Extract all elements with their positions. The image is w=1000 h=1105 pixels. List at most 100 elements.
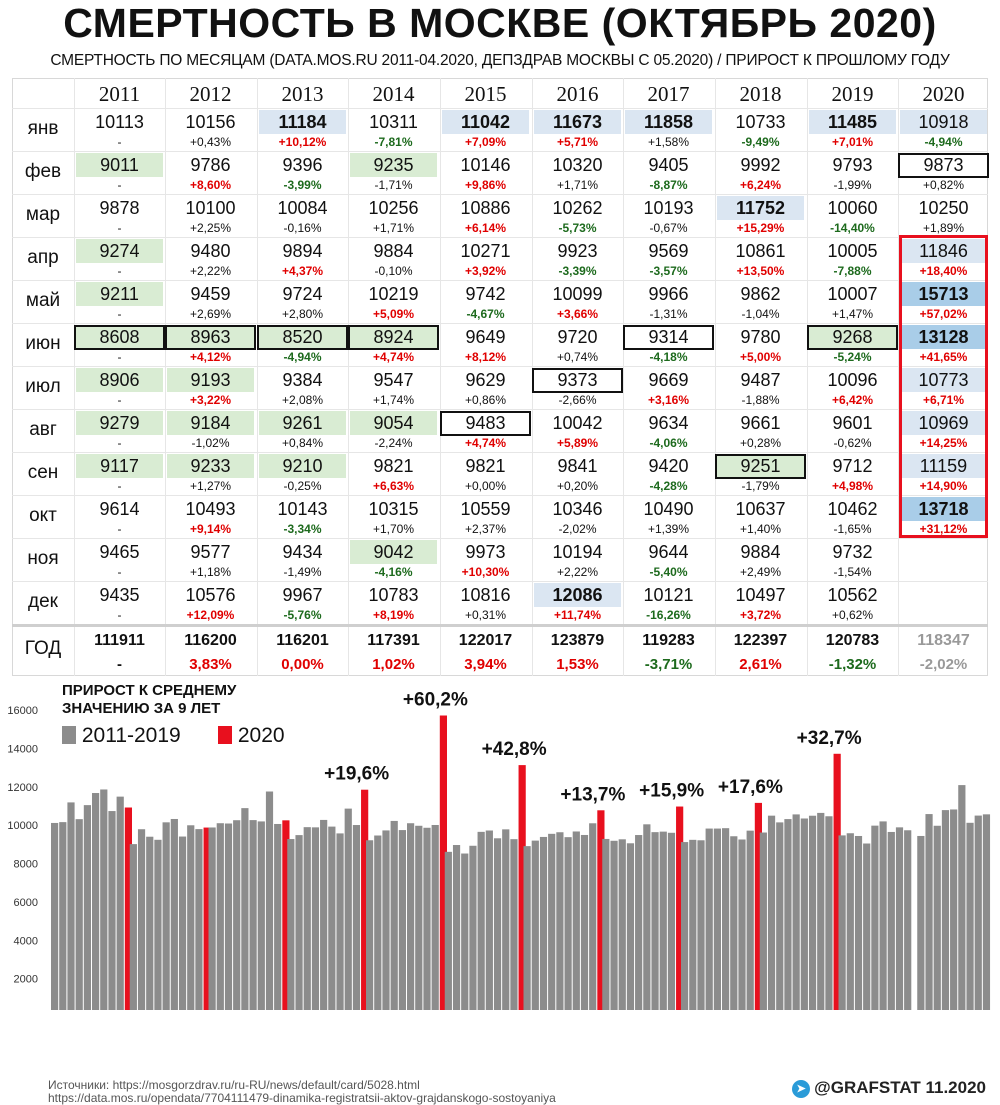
monthly-bar-chart: 2000 4000 6000 8000 10000 12000 14000 16000 +19,… xyxy=(7,690,991,1010)
table-cell-value: 10816 xyxy=(460,585,511,605)
table-cell-change: +18,40% xyxy=(919,264,968,278)
month-label: мар xyxy=(25,204,61,225)
year-change: 3,83% xyxy=(189,656,232,673)
table-cell-value: 9601 xyxy=(832,413,873,433)
month-label: июн xyxy=(25,333,61,354)
table-cell-change: +8,19% xyxy=(372,608,415,622)
table-cell-value: 9487 xyxy=(740,370,781,390)
month-label: окт xyxy=(29,505,57,526)
bar-2018 xyxy=(738,839,746,1010)
table-cell-value: 9465 xyxy=(99,542,140,562)
year-total: 123879 xyxy=(550,632,605,649)
min-value-box xyxy=(898,153,989,178)
pandemic-highlight-box xyxy=(899,235,988,538)
value-fill xyxy=(809,110,896,134)
table-cell-value: 10007 xyxy=(827,284,878,304)
table-cell-change: +1,70% xyxy=(372,522,415,536)
value-fill xyxy=(350,411,437,435)
table-cell-change: +2,69% xyxy=(189,307,232,321)
min-value-box xyxy=(807,325,898,350)
bar-2020 xyxy=(518,765,526,1010)
bar-2018 xyxy=(108,811,116,1010)
bar-2014 xyxy=(863,843,871,1010)
y-tick-label: 12000 xyxy=(7,782,38,794)
table-cell-value: 9992 xyxy=(740,155,781,175)
table-cell-change: -2,24% xyxy=(374,436,413,450)
table-cell-value: 10099 xyxy=(552,284,603,304)
growth-annotation: +15,9% xyxy=(639,781,704,802)
table-cell-change: -4,06% xyxy=(649,436,688,450)
table-cell-value: 9251 xyxy=(740,456,781,476)
table-cell-value: 10096 xyxy=(827,370,878,390)
table-cell-change: +5,00% xyxy=(739,350,782,364)
value-fill xyxy=(259,454,346,478)
table-cell-value: 9780 xyxy=(740,327,781,347)
value-fill xyxy=(259,325,346,349)
table-cell-change: -1,88% xyxy=(741,393,780,407)
min-value-box xyxy=(74,325,165,350)
table-cell-value: 11184 xyxy=(278,112,327,132)
table-cell-value: 10194 xyxy=(552,542,603,562)
bar-2014 xyxy=(548,833,556,1010)
table-cell-change: -1,54% xyxy=(833,565,872,579)
bar-2016 xyxy=(485,830,493,1010)
table-cell-change: +5,09% xyxy=(372,307,415,321)
table-cell-value: 8906 xyxy=(99,370,140,390)
row-divider xyxy=(12,495,988,496)
y-tick-label: 6000 xyxy=(14,897,38,909)
table-cell-change: -1,04% xyxy=(741,307,780,321)
bar-2017 xyxy=(572,831,580,1010)
value-fill xyxy=(167,325,254,349)
table-cell-change: +1,18% xyxy=(189,565,232,579)
bar-2018 xyxy=(502,829,510,1010)
table-cell-value: 9614 xyxy=(99,499,140,519)
table-cell-value: 9042 xyxy=(373,542,414,562)
telegram-icon: ➤ xyxy=(792,1079,811,1098)
table-cell-change: +12,09% xyxy=(186,608,235,622)
table-cell-change: +0,43% xyxy=(189,135,232,149)
col-divider xyxy=(715,78,716,676)
table-cell-value: 10346 xyxy=(552,499,603,519)
table-cell-value: 9483 xyxy=(465,413,506,433)
bar-2019 xyxy=(431,824,439,1010)
table-cell-value: 9117 xyxy=(100,456,139,476)
bar-2016 xyxy=(564,837,572,1010)
table-cell-change: +2,08% xyxy=(281,393,324,407)
table-cell-change: -1,65% xyxy=(833,522,872,536)
table-cell-value: 9894 xyxy=(282,241,323,261)
bar-2017 xyxy=(257,821,265,1010)
table-cell-change: - xyxy=(117,178,122,192)
table-cell-value: 10060 xyxy=(827,198,878,218)
year-change: 1,53% xyxy=(556,656,599,673)
bar-2020 xyxy=(676,806,684,1010)
bar-2019 xyxy=(116,796,124,1010)
table-cell-change: +10,30% xyxy=(461,565,510,579)
table-cell-value: 10493 xyxy=(185,499,236,519)
bar-2014 xyxy=(626,843,635,1010)
bar-2013 xyxy=(146,836,154,1010)
bar-2016 xyxy=(249,820,257,1010)
bar-2020 xyxy=(833,753,841,1010)
value-fill xyxy=(76,411,163,435)
bar-2011 xyxy=(208,827,216,1010)
year-total: 122017 xyxy=(458,632,513,649)
col-divider xyxy=(440,78,441,676)
year-change: 3,94% xyxy=(464,656,507,673)
table-cell-value: 9661 xyxy=(740,413,781,433)
table-cell-change: -4,67% xyxy=(466,307,505,321)
table-cell-value: 10146 xyxy=(460,155,511,175)
table-cell-change: +14,90% xyxy=(919,479,968,493)
bar-2013 xyxy=(697,840,705,1010)
table-cell-value: 9793 xyxy=(832,155,873,175)
bar-2013 xyxy=(776,822,784,1010)
table-cell-change: +0,62% xyxy=(831,608,874,622)
bar-2014 xyxy=(390,820,398,1010)
brand-text: @GRAFSTAT 11.2020 xyxy=(814,1078,986,1097)
table-cell-change: +2,22% xyxy=(556,565,599,579)
bar-2018 xyxy=(974,815,982,1010)
table-cell-value: 9405 xyxy=(648,155,689,175)
table-cell-value: 10773 xyxy=(918,370,969,390)
bar-2011 xyxy=(759,832,767,1010)
table-cell-change: -1,99% xyxy=(833,178,872,192)
bar-2020 xyxy=(124,807,132,1010)
